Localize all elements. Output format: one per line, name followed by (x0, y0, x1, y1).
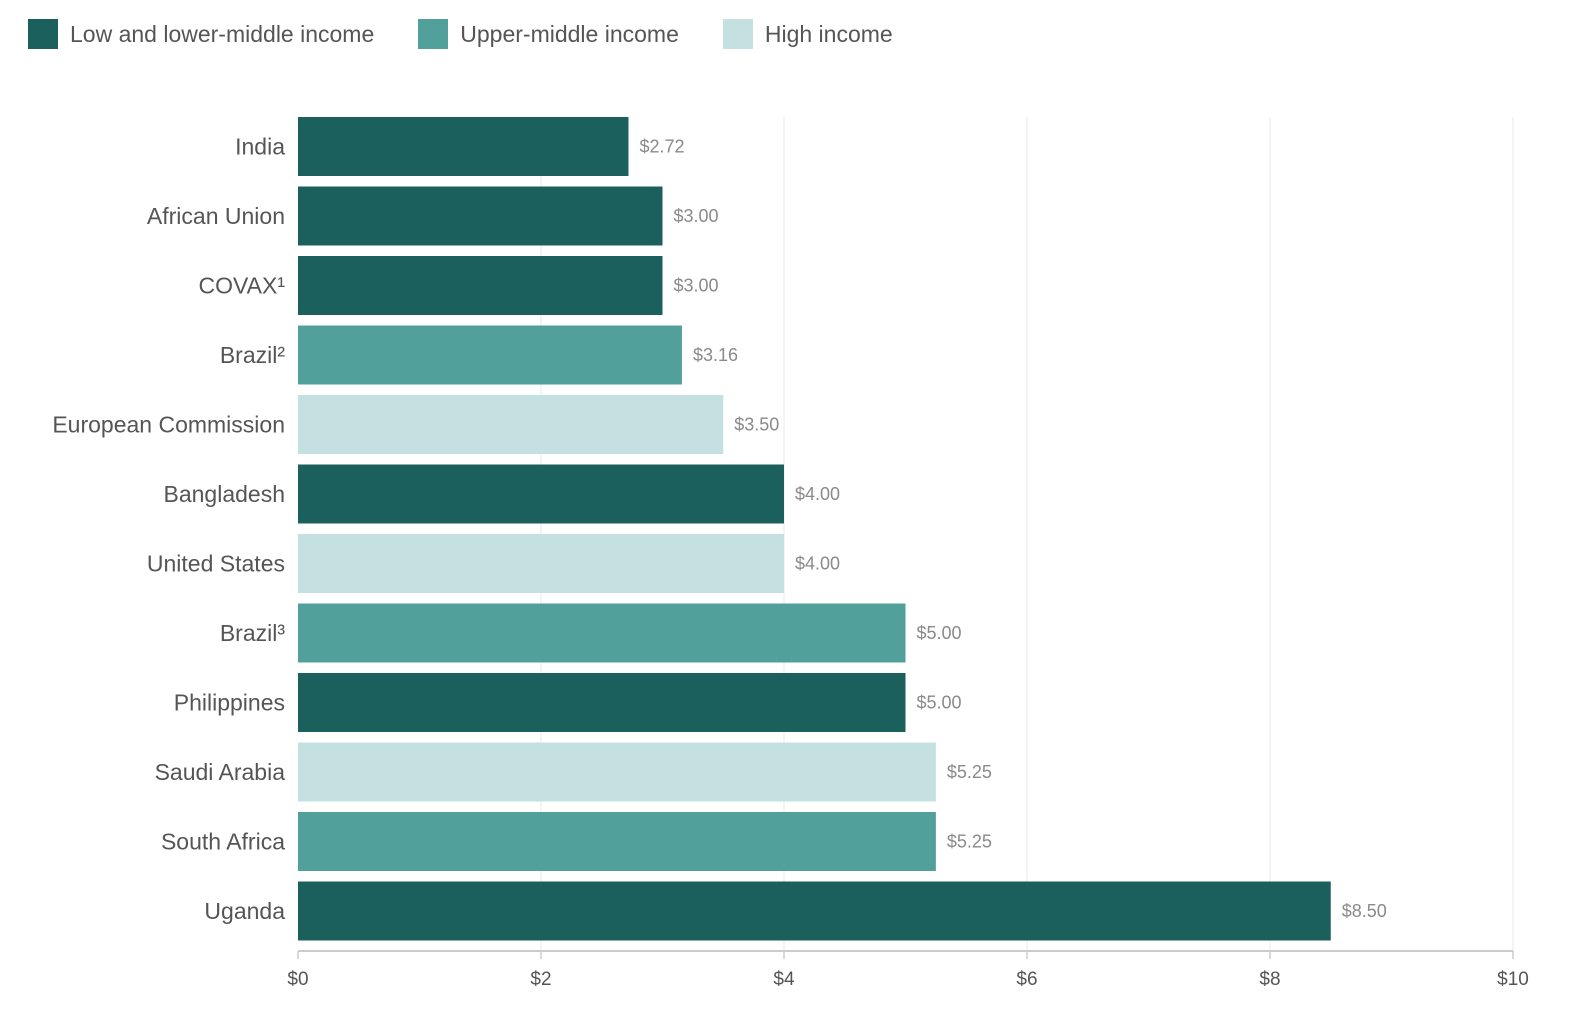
value-label: $3.16 (693, 345, 738, 365)
value-label: $2.72 (639, 137, 684, 157)
bar (298, 881, 1331, 941)
value-label: $3.00 (674, 206, 719, 226)
x-tick-label: $0 (287, 969, 308, 990)
value-label: $5.25 (947, 832, 992, 852)
bar (298, 673, 906, 732)
category-label: African Union (147, 203, 285, 229)
x-tick-label: $4 (773, 969, 795, 990)
x-tick-label: $6 (1016, 969, 1037, 990)
value-label: $5.00 (917, 693, 962, 713)
legend-swatch-upper-middle-income (418, 19, 449, 49)
value-label: $8.50 (1342, 901, 1387, 921)
bar (298, 742, 936, 802)
value-label: $5.25 (947, 762, 992, 782)
category-label: Brazil³ (220, 620, 286, 646)
category-label: United States (147, 551, 285, 577)
legend-swatch-high-income (722, 19, 753, 49)
legend-label-high-income: High income (764, 20, 893, 47)
value-label: $3.00 (674, 276, 719, 296)
legend-label-low-income: Low and lower-middle income (70, 20, 375, 47)
value-label: $3.50 (734, 415, 779, 435)
bar (298, 603, 906, 663)
value-label: $4.00 (795, 554, 840, 574)
category-label: Bangladesh (164, 481, 286, 507)
legend-label-upper-middle-income: Upper-middle income (460, 20, 679, 47)
legend-item-high-income: High income (722, 19, 893, 49)
category-label: COVAX¹ (199, 273, 286, 299)
x-tick-label: $10 (1497, 969, 1529, 990)
bar (298, 812, 936, 871)
legend-item-upper-middle-income: Upper-middle income (418, 19, 679, 49)
category-label: India (235, 134, 285, 160)
value-label: $4.00 (795, 484, 840, 504)
category-label: Saudi Arabia (155, 759, 286, 785)
x-tick-label: $8 (1259, 969, 1280, 990)
legend-item-low-income: Low and lower-middle income (28, 19, 374, 49)
category-label: Philippines (174, 690, 285, 716)
bar (298, 186, 663, 246)
value-label: $5.00 (917, 623, 962, 643)
legend-swatch-low-income (28, 19, 58, 49)
bar (298, 256, 663, 315)
bar (298, 395, 724, 454)
category-label: European Commission (52, 412, 285, 438)
bar (298, 325, 682, 385)
category-label: Brazil² (220, 342, 286, 368)
category-label: South Africa (161, 829, 285, 855)
bar (298, 464, 784, 524)
bar (298, 534, 784, 593)
bar (298, 117, 629, 176)
category-label: Uganda (204, 898, 285, 924)
x-tick-label: $2 (530, 969, 551, 990)
legend: Low and lower-middle income Upper-middle… (28, 18, 937, 50)
